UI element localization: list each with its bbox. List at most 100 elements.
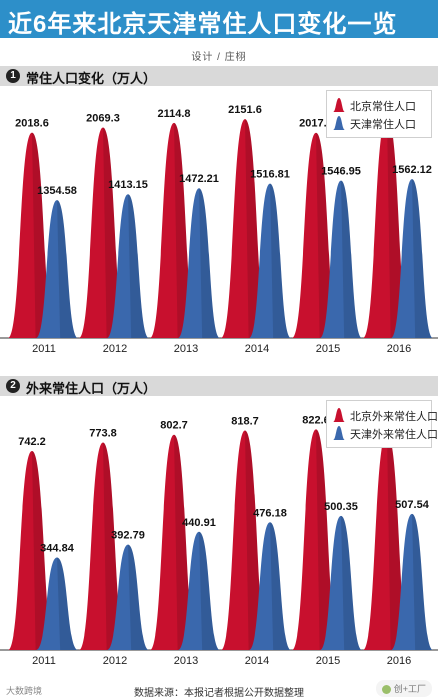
section-number-1: 1 <box>6 69 20 83</box>
tianjin-peak-2011 <box>36 200 78 338</box>
wechat-icon <box>381 685 391 695</box>
beijing-value-label-2011: 742.2 <box>18 436 46 448</box>
tianjin-peak-2015 <box>320 180 362 338</box>
legend-item-beijing: 北京常住人口 <box>333 97 429 113</box>
section-title-2: 外来常住人口（万人） <box>26 381 157 396</box>
tianjin-peak-shade-2016 <box>412 513 433 650</box>
legend-swatch-tianjin-migrant <box>333 426 345 440</box>
beijing-value-label-2012: 773.8 <box>89 427 117 439</box>
x-tick-label-2015: 2015 <box>316 655 340 667</box>
beijing-value-label-2015: 822.6 <box>302 414 330 426</box>
tianjin-peak-2016 <box>391 179 433 338</box>
beijing-peak-shade-2011 <box>32 132 56 338</box>
legend-label-beijing-migrant: 北京外来常住人口 <box>350 411 438 423</box>
x-tick-label-2016: 2016 <box>387 655 411 667</box>
x-tick-label-2011: 2011 <box>32 655 56 667</box>
legend-item-tianjin-migrant: 天津外来常住人口 <box>333 425 438 441</box>
tianjin-peak-2015 <box>320 515 362 650</box>
left-watermark: 大数跨境 <box>6 686 43 696</box>
beijing-peak-2013 <box>150 122 198 338</box>
title-bar: 近6年来北京天津常住人口变化一览 <box>0 0 438 38</box>
beijing-value-label-2012: 2069.3 <box>86 112 120 124</box>
design-credit: 设计 / 庄栩 <box>191 52 247 63</box>
beijing-peak-shade-2012 <box>103 442 127 650</box>
legend-label-tianjin: 天津常住人口 <box>350 119 416 131</box>
beijing-peak-2016 <box>363 116 411 338</box>
x-tick-label-2011: 2011 <box>32 343 56 355</box>
tianjin-value-label-2011: 1354.58 <box>37 185 77 197</box>
tianjin-peak-shade-2013 <box>199 188 220 338</box>
beijing-peak-2011 <box>8 132 56 338</box>
beijing-peak-2015 <box>292 429 340 650</box>
tianjin-peak-2013 <box>178 188 220 338</box>
right-watermark-label: 创+工厂 <box>393 684 426 694</box>
page-title: 近6年来北京天津常住人口变化一览 <box>8 11 398 38</box>
tianjin-peak-shade-2015 <box>341 515 362 650</box>
legend-item-beijing-migrant: 北京外来常住人口 <box>333 407 438 423</box>
tianjin-peak-2012 <box>107 194 149 338</box>
tianjin-peak-shade-2012 <box>128 544 149 650</box>
x-tick-label-2013: 2013 <box>174 343 198 355</box>
beijing-peak-shade-2013 <box>174 122 198 338</box>
legend-swatch-beijing-migrant <box>333 408 345 422</box>
x-tick-label-2014: 2014 <box>245 655 269 667</box>
beijing-value-label-2013: 2114.8 <box>157 108 190 120</box>
tianjin-value-label-2012: 1413.15 <box>108 179 148 191</box>
section-title-1: 常住人口变化（万人） <box>26 71 157 86</box>
tianjin-value-label-2012: 392.79 <box>111 530 145 542</box>
tianjin-value-label-2016: 1562.12 <box>392 164 432 176</box>
beijing-peak-shade-2015 <box>316 429 340 650</box>
beijing-peak-shade-2014 <box>245 430 269 650</box>
tianjin-peak-2014 <box>249 183 291 338</box>
beijing-value-label-2015: 2017.5 <box>299 118 333 130</box>
beijing-peak-2013 <box>150 434 198 650</box>
tianjin-peak-shade-2011 <box>57 200 78 338</box>
beijing-peak-2015 <box>292 132 340 338</box>
beijing-peak-2016 <box>363 433 411 650</box>
tianjin-peak-shade-2011 <box>57 557 78 650</box>
beijing-peak-2014 <box>221 119 269 338</box>
beijing-peak-2012 <box>79 127 127 338</box>
chart-1-legend: 北京常住人口 天津常住人口 <box>326 90 432 138</box>
beijing-peak-shade-2013 <box>174 434 198 650</box>
tianjin-peak-shade-2016 <box>412 179 433 338</box>
tianjin-value-label-2013: 1472.21 <box>179 173 219 185</box>
tianjin-value-label-2013: 440.91 <box>182 517 216 529</box>
tianjin-peak-2012 <box>107 544 149 650</box>
x-tick-label-2015: 2015 <box>316 343 340 355</box>
beijing-peak-shade-2012 <box>103 127 127 338</box>
x-tick-label-2014: 2014 <box>245 343 269 355</box>
chart-2-legend: 北京外来常住人口 天津外来常住人口 <box>326 400 438 448</box>
chart-2: 742.2 344.84 2011 773.8 392.79 2012 802.7 440.9… <box>0 396 438 670</box>
tianjin-peak-shade-2013 <box>199 531 220 650</box>
beijing-peak-shade-2014 <box>245 119 269 338</box>
beijing-peak-2011 <box>8 450 56 650</box>
legend-swatch-beijing <box>333 98 345 112</box>
tianjin-peak-2016 <box>391 513 433 650</box>
tianjin-peak-2011 <box>36 557 78 650</box>
x-tick-label-2016: 2016 <box>387 343 411 355</box>
beijing-peak-2014 <box>221 430 269 650</box>
tianjin-peak-2013 <box>178 531 220 650</box>
section-number-2: 2 <box>6 379 20 393</box>
section-header-1: 1 常住人口变化（万人） <box>0 66 438 86</box>
tianjin-value-label-2015: 500.35 <box>324 501 358 513</box>
beijing-peak-shade-2016 <box>387 116 411 338</box>
tianjin-value-label-2015: 1546.95 <box>321 166 361 178</box>
beijing-value-label-2014: 818.7 <box>231 415 259 427</box>
tianjin-value-label-2014: 476.18 <box>253 507 287 519</box>
legend-label-tianjin-migrant: 天津外来常住人口 <box>350 429 438 441</box>
tianjin-value-label-2011: 344.84 <box>40 543 75 555</box>
x-tick-label-2012: 2012 <box>103 343 127 355</box>
chart-1: 2018.6 1354.58 2011 2069.3 1413.15 2012 2114.8… <box>0 86 438 358</box>
x-tick-label-2012: 2012 <box>103 655 127 667</box>
x-tick-label-2013: 2013 <box>174 655 198 667</box>
beijing-value-label-2014: 2151.6 <box>228 104 262 116</box>
beijing-peak-shade-2016 <box>387 433 411 650</box>
tianjin-value-label-2016: 507.54 <box>395 499 430 511</box>
tianjin-peak-shade-2012 <box>128 194 149 338</box>
section-header-2: 2 外来常住人口（万人） <box>0 376 438 396</box>
beijing-peak-shade-2015 <box>316 132 340 338</box>
legend-label-beijing: 北京常住人口 <box>350 101 416 113</box>
chart-1-svg: 2018.6 1354.58 2011 2069.3 1413.15 2012 2114.8… <box>0 102 438 355</box>
